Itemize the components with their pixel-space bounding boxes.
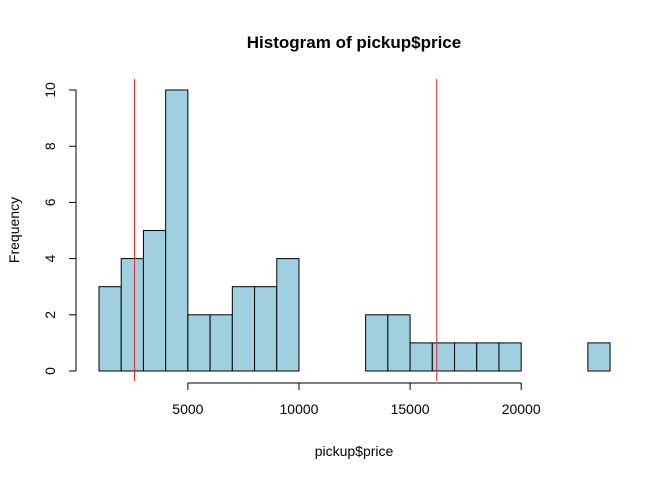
- histogram-bar: [387, 314, 411, 372]
- histogram-bar: [476, 342, 500, 372]
- histogram-bar: [587, 342, 611, 372]
- histogram-bar: [209, 314, 233, 372]
- y-tick-label: 0: [42, 367, 58, 375]
- y-tick-label: 4: [42, 254, 58, 262]
- histogram-bar: [98, 286, 122, 372]
- chart-title: Histogram of pickup$price: [247, 33, 461, 52]
- histogram-bar: [431, 342, 456, 372]
- x-axis-label: pickup$price: [315, 443, 394, 459]
- y-tick-label: 6: [42, 198, 58, 206]
- histogram-bar: [409, 342, 433, 372]
- histogram-bar: [498, 342, 522, 372]
- y-tick-label: 2: [42, 311, 58, 319]
- histogram-bar: [231, 286, 256, 372]
- histogram-bar: [365, 314, 389, 372]
- histogram-bar: [254, 286, 278, 372]
- y-tick-label: 10: [42, 82, 58, 98]
- x-tick-label: 15000: [391, 401, 430, 417]
- histogram-bar: [165, 89, 189, 372]
- x-axis: 5000 10000 15000 20000: [172, 382, 541, 417]
- x-tick-label: 10000: [280, 401, 319, 417]
- x-tick-label: 5000: [172, 401, 203, 417]
- histogram-bar: [120, 258, 144, 372]
- y-axis-label: Frequency: [6, 197, 22, 263]
- histogram-bar: [187, 314, 211, 372]
- reference-lines-group: [134, 79, 438, 381]
- histogram-bar: [276, 258, 300, 372]
- y-tick-label: 8: [42, 142, 58, 150]
- histogram-bar: [454, 342, 478, 372]
- y-axis: 0 2 4 6 8 10: [42, 82, 77, 375]
- bars-group: [98, 89, 611, 372]
- x-tick-label: 20000: [502, 401, 541, 417]
- histogram-bar: [142, 230, 167, 372]
